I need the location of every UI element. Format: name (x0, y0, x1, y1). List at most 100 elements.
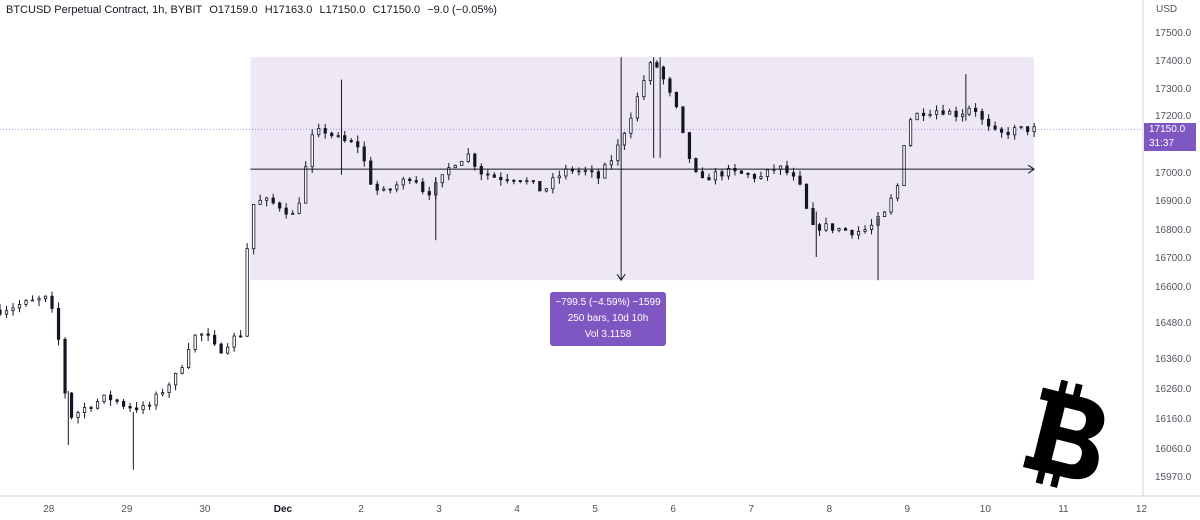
candle-body (252, 204, 256, 250)
candle-body (616, 144, 620, 162)
time-tick-label: 11 (1058, 504, 1069, 515)
candle-body (180, 367, 184, 374)
time-tick-label: 2 (358, 504, 364, 515)
measure-change: −799.5 (−4.59%) −1599 (555, 297, 661, 308)
measure-arrow-down (616, 273, 626, 282)
candle-body (843, 228, 848, 231)
candle-body (1006, 131, 1010, 136)
time-tick-label: 5 (592, 504, 598, 515)
candle-body (889, 197, 893, 213)
candle-body (525, 180, 529, 183)
candle-body (726, 167, 731, 177)
candle-body (824, 223, 828, 231)
candle-body (681, 106, 685, 133)
candle-body (739, 170, 744, 174)
candle-body (1032, 126, 1036, 133)
candle-body (226, 346, 230, 354)
candle-body (174, 372, 178, 386)
price-tick-label: 17000.0 (1155, 168, 1192, 179)
price-tick-label: 16060.0 (1155, 444, 1192, 455)
candle-body (362, 146, 366, 162)
symbol-title[interactable]: BTCUSD Perpetual Contract, 1h, BYBIT (6, 4, 203, 16)
time-tick-label: Dec (274, 504, 293, 515)
price-tick-label: 17500.0 (1155, 28, 1192, 39)
candle-body (661, 66, 666, 80)
candle-body (752, 174, 757, 179)
candle-body (167, 384, 171, 393)
candle-body (713, 171, 718, 181)
candle-body (154, 393, 158, 406)
candle-body (863, 229, 867, 232)
candle-body (765, 169, 770, 177)
candle-body (974, 107, 978, 112)
candle-body (564, 168, 568, 177)
price-tick-label: 17400.0 (1155, 56, 1192, 67)
candle-body (954, 110, 958, 118)
high-value: H17163.0 (264, 4, 313, 16)
time-tick-label: 6 (670, 504, 676, 515)
candle-body (414, 180, 418, 183)
candle-body (622, 132, 626, 146)
price-tick-label: 16800.0 (1155, 225, 1192, 236)
symbol-legend: BTCUSD Perpetual Contract, 1h, BYBIT O17… (6, 4, 501, 16)
candle-body (56, 308, 61, 340)
candle-body (856, 230, 861, 236)
candle-body (193, 334, 197, 350)
candle-body (187, 349, 191, 368)
candle-body (648, 62, 653, 82)
candle-body (50, 295, 54, 309)
candle-body (551, 177, 555, 190)
candle-body (993, 125, 997, 130)
candle-body (817, 224, 822, 231)
candle-body (108, 394, 113, 401)
candle-body (245, 248, 249, 337)
price-tick-label: 16600.0 (1155, 282, 1192, 293)
time-tick-label: 29 (121, 504, 133, 515)
candle-body (0, 309, 2, 315)
candle-body (746, 173, 750, 175)
candle-body (11, 307, 15, 312)
price-tick-label: 16260.0 (1155, 384, 1192, 395)
price-tick-label: 17300.0 (1155, 84, 1192, 95)
candle-body (219, 343, 223, 354)
candle-body (278, 202, 282, 209)
candle-body (830, 223, 835, 231)
candle-body (934, 110, 939, 115)
candle-body (583, 170, 587, 173)
time-tick-label: 10 (980, 504, 992, 515)
candle-body (401, 178, 405, 186)
candle-body (804, 183, 809, 209)
candle-body (642, 80, 646, 98)
candle-body (30, 299, 35, 302)
candle-body (382, 188, 386, 191)
candle-body (141, 405, 145, 411)
candle-body (69, 392, 74, 418)
candle-body (980, 111, 984, 120)
measure-tooltip[interactable]: −799.5 (−4.59%) −1599 250 bars, 10d 10h … (550, 292, 666, 346)
change-value: −9.0 (−0.05%) (427, 4, 497, 16)
candle-body (291, 212, 295, 215)
candle-body (505, 179, 509, 182)
candle-body (369, 160, 373, 185)
candle-body (323, 128, 327, 134)
price-tick-label: 16360.0 (1155, 354, 1192, 365)
candle-body (161, 392, 165, 395)
candle-body (453, 165, 457, 169)
candle-body (609, 160, 613, 166)
candle-body (947, 110, 952, 115)
candle-body (43, 295, 48, 300)
candle-body (440, 174, 444, 184)
candle-body (635, 96, 639, 119)
candle-body (206, 333, 210, 336)
candle-body (147, 404, 152, 407)
time-tick-label: 7 (748, 504, 754, 515)
price-tick-label: 16700.0 (1155, 253, 1192, 264)
candle-body (1019, 126, 1023, 129)
measure-volume: Vol 3.1158 (584, 329, 632, 340)
currency-label[interactable]: USD (1156, 4, 1178, 15)
candle-body (577, 170, 581, 173)
candle-body (343, 135, 347, 142)
measure-bars: 250 bars, 10d 10h (567, 313, 649, 324)
